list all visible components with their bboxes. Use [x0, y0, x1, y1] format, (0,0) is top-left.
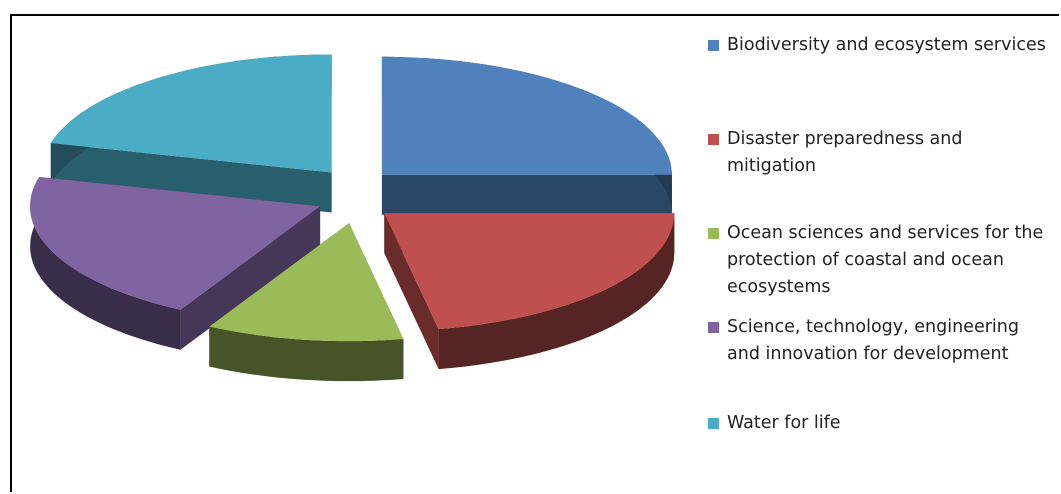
- legend-swatch: [708, 322, 719, 333]
- slice-wall: [209, 326, 404, 382]
- legend-entry: Biodiversity and ecosystem services: [708, 32, 1053, 59]
- slice-side: [50, 143, 332, 213]
- legend-label: Biodiversity and ecosystem services: [727, 35, 1046, 55]
- pie-slice: [209, 223, 404, 382]
- pie-slice: [381, 56, 672, 215]
- legend-label: Science, technology, engineering and inn…: [727, 317, 1019, 364]
- legend-label: Disaster preparedness and mitigation: [727, 129, 963, 176]
- chart-frame: [10, 14, 1059, 492]
- slice-wall: [438, 213, 675, 370]
- pie-slice: [384, 213, 675, 370]
- legend-swatch: [708, 418, 719, 429]
- legend-label: Water for life: [727, 413, 841, 433]
- pie-slice: [30, 177, 321, 350]
- slice-side: [381, 174, 672, 215]
- slice-top: [381, 56, 672, 175]
- slice-top: [384, 213, 675, 330]
- legend-swatch: [708, 228, 719, 239]
- slice-side: [384, 213, 439, 370]
- legend-entry: Water for life: [708, 410, 1053, 437]
- legend-swatch: [708, 134, 719, 145]
- legend-entry: Science, technology, engineering and inn…: [708, 314, 1053, 368]
- pie-slice: [50, 54, 332, 213]
- slice-top: [50, 54, 332, 173]
- slice-top: [209, 223, 404, 342]
- legend-entry: Disaster preparedness and mitigation: [708, 126, 1053, 180]
- legend-swatch: [708, 40, 719, 51]
- legend-entry: Ocean sciences and services for the prot…: [708, 220, 1053, 301]
- slice-top: [30, 177, 321, 310]
- legend-label: Ocean sciences and services for the prot…: [727, 223, 1044, 297]
- pie-chart: [30, 54, 675, 382]
- slice-wall: [30, 177, 181, 350]
